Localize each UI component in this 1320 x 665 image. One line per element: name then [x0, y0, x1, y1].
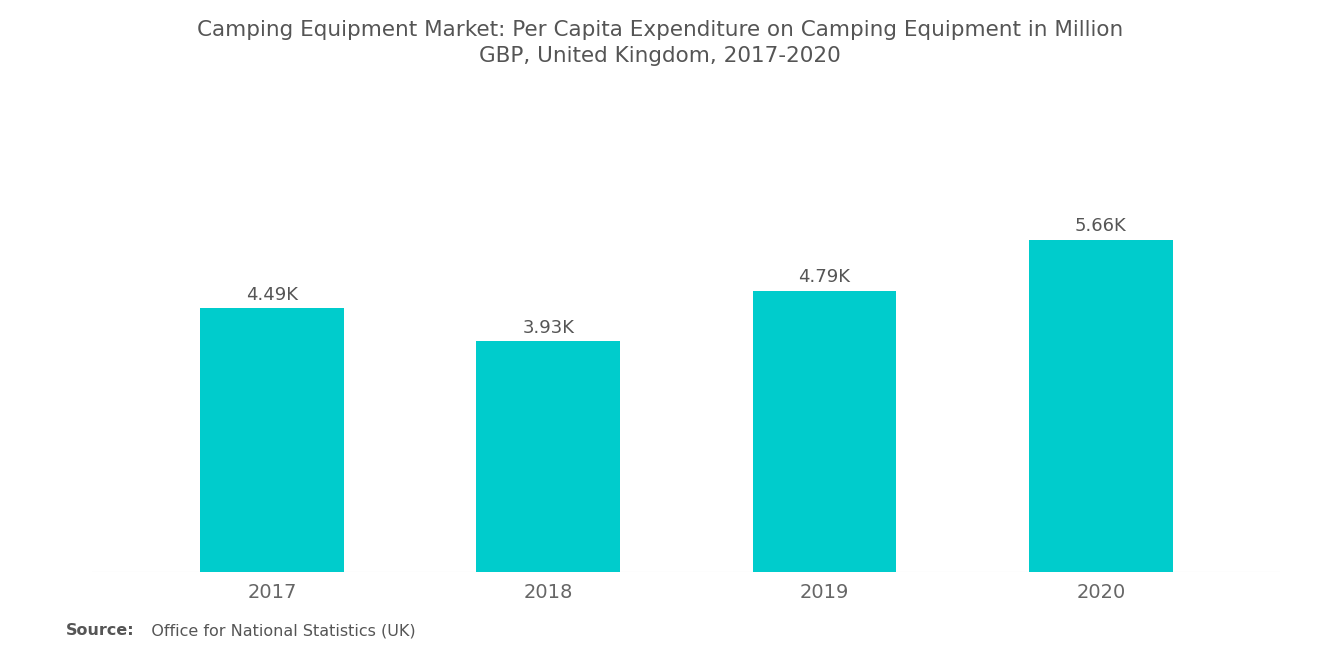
Text: Camping Equipment Market: Per Capita Expenditure on Camping Equipment in Million: Camping Equipment Market: Per Capita Exp… — [197, 20, 1123, 66]
Bar — [752, 291, 896, 572]
Text: Office for National Statistics (UK): Office for National Statistics (UK) — [136, 623, 416, 638]
Bar — [1030, 240, 1172, 572]
Bar — [201, 309, 343, 572]
Bar — [477, 341, 620, 572]
Text: 4.49K: 4.49K — [246, 286, 298, 304]
Text: Source:   Office for National Statistics (UK): Source: Office for National Statistics (… — [66, 623, 407, 638]
Text: 4.79K: 4.79K — [799, 268, 850, 286]
Text: 5.66K: 5.66K — [1074, 217, 1127, 235]
Text: Source:: Source: — [66, 623, 135, 638]
Text: 3.93K: 3.93K — [523, 319, 574, 336]
